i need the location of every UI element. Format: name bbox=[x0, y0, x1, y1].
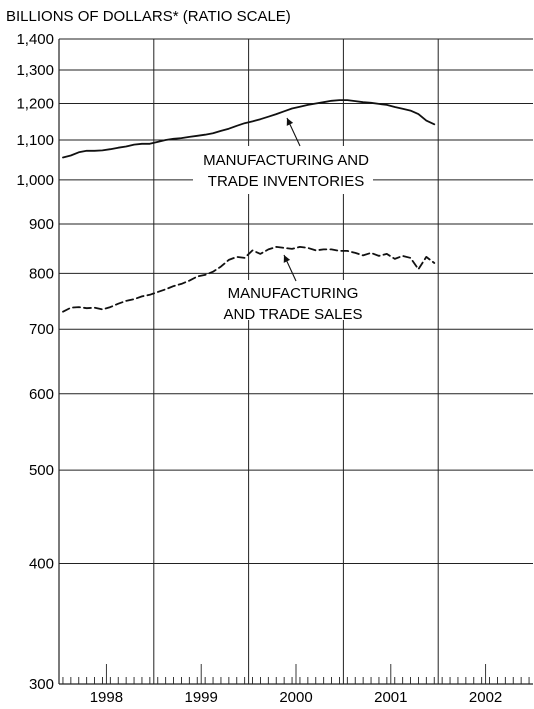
sales-line bbox=[62, 245, 436, 313]
y-tick-label: 400 bbox=[29, 556, 54, 573]
x-year-label: 2000 bbox=[279, 689, 312, 706]
inventories-arrowhead bbox=[286, 118, 294, 126]
y-tick-label: 300 bbox=[29, 676, 54, 693]
series-layer bbox=[62, 99, 436, 313]
inventories-annotation-label: MANUFACTURING AND bbox=[203, 152, 369, 169]
x-year-label: 1998 bbox=[90, 689, 123, 706]
sales-annotation-bg bbox=[222, 280, 368, 320]
y-axis-label: BILLIONS OF DOLLARS* (RATIO SCALE) bbox=[6, 8, 291, 25]
y-tick-label: 500 bbox=[29, 462, 54, 479]
x-year-label: 2002 bbox=[469, 689, 502, 706]
grid bbox=[58, 38, 533, 685]
inventories-annotation-bg bbox=[193, 146, 373, 194]
inventories-annotation-label: TRADE INVENTORIES bbox=[208, 173, 364, 190]
y-tick-label: 1,200 bbox=[16, 96, 54, 113]
x-year-label: 2001 bbox=[374, 689, 407, 706]
y-tick-label: 1,300 bbox=[16, 62, 54, 79]
y-tick-label: 700 bbox=[29, 321, 54, 338]
y-tick-label: 600 bbox=[29, 386, 54, 403]
y-tick-label: 900 bbox=[29, 216, 54, 233]
y-tick-labels: 300 400 500 600 700 800 900 1,000 1,100 1,200 1,30… bbox=[16, 31, 54, 693]
sales-annotation-label: AND TRADE SALES bbox=[224, 306, 363, 323]
annotations: MANUFACTURING AND TRADE INVENTORIES MANUFA… bbox=[193, 117, 373, 323]
sales-arrowhead bbox=[283, 255, 291, 263]
y-tick-label: 1,400 bbox=[16, 31, 54, 48]
y-tick-label: 800 bbox=[29, 265, 54, 282]
x-minor-ticks bbox=[62, 664, 530, 684]
inventories-line bbox=[62, 99, 436, 159]
y-tick-label: 1,100 bbox=[16, 132, 54, 149]
sales-annotation-label: MANUFACTURING bbox=[228, 285, 359, 302]
x-year-label: 1999 bbox=[185, 689, 218, 706]
y-tick-label: 1,000 bbox=[16, 172, 54, 189]
x-year-labels: 1998 1999 2000 2001 2002 bbox=[90, 689, 503, 706]
